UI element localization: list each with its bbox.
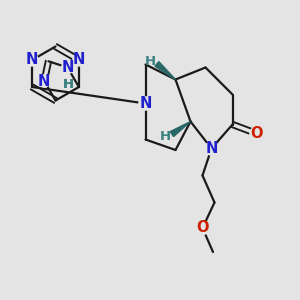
- Text: H: H: [63, 77, 74, 91]
- Text: H: H: [160, 130, 171, 143]
- Circle shape: [38, 75, 50, 87]
- Text: N: N: [38, 74, 50, 88]
- Text: O: O: [250, 126, 263, 141]
- Circle shape: [26, 54, 38, 66]
- Circle shape: [250, 127, 263, 140]
- Text: N: N: [61, 60, 74, 75]
- Text: O: O: [196, 220, 209, 236]
- Text: H: H: [145, 55, 156, 68]
- Text: N: N: [139, 96, 152, 111]
- Circle shape: [196, 221, 209, 235]
- Polygon shape: [170, 122, 190, 136]
- Circle shape: [139, 97, 152, 110]
- Polygon shape: [155, 61, 175, 80]
- Text: N: N: [26, 52, 38, 68]
- Text: N: N: [73, 52, 85, 68]
- Circle shape: [61, 61, 74, 74]
- Circle shape: [73, 54, 85, 66]
- Text: H: H: [63, 77, 74, 91]
- Circle shape: [205, 142, 218, 155]
- Text: N: N: [205, 141, 218, 156]
